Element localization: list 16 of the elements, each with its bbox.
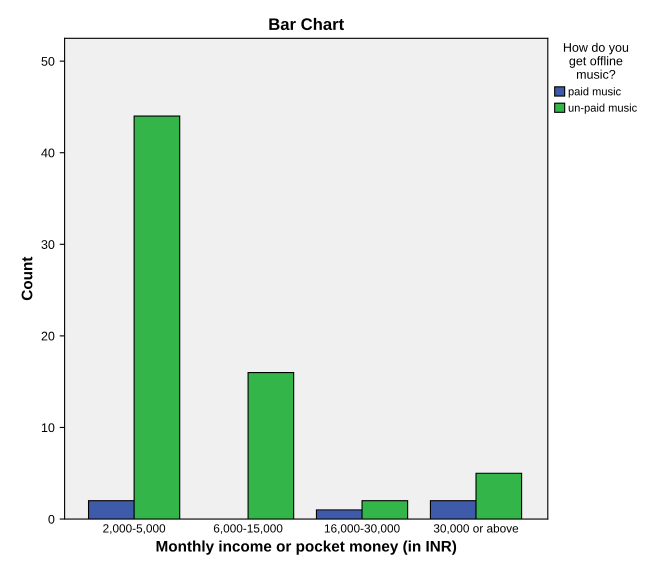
legend-label: paid music <box>568 87 621 98</box>
y-tick-label: 50 <box>41 56 54 66</box>
x-tick-label: 16,000-30,000 <box>324 524 400 534</box>
legend-title: How do you get offline music? <box>564 42 628 79</box>
chart-title: Bar Chart <box>269 18 344 30</box>
x-axis-title: Monthly income or pocket money (in INR) <box>156 540 456 555</box>
y-tick-label: 10 <box>42 423 54 432</box>
y-tick-label: 20 <box>42 332 54 341</box>
y-axis-title: Count <box>22 256 32 300</box>
x-tick-label: 30,000 or above <box>434 524 518 534</box>
y-tick-label: 40 <box>41 148 54 158</box>
y-tick-label: 30 <box>41 240 54 249</box>
y-tick-label: 0 <box>48 514 54 524</box>
x-tick-label: 2,000-5,000 <box>103 524 166 534</box>
legend-label: un-paid music <box>568 104 637 114</box>
x-tick-label: 6,000-15,000 <box>214 524 282 534</box>
